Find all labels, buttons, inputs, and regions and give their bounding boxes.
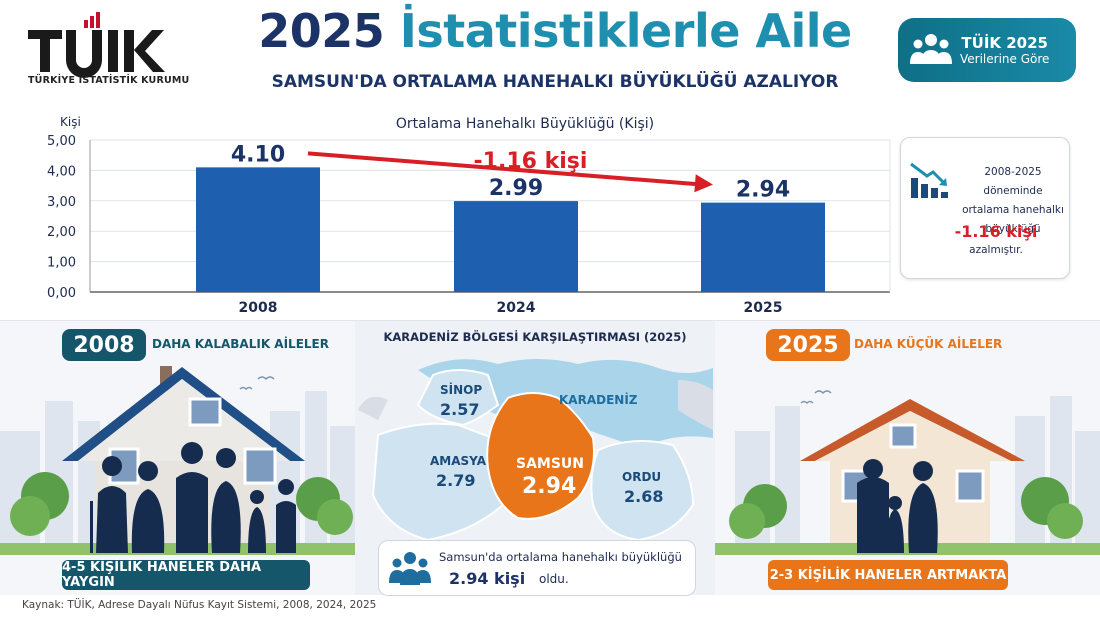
page-title: 2025 İstatistiklerle Aile xyxy=(230,4,880,58)
y-tick-label: 3,00 xyxy=(47,195,76,210)
label-samsun-value: 2.94 xyxy=(522,474,577,499)
caption-2008: DAHA KALABALIK AİLELER xyxy=(152,337,329,351)
house-2008-illustration xyxy=(0,366,355,555)
page-subtitle: SAMSUN'DA ORTALAMA HANEHALKI BÜYÜKLÜĞÜ A… xyxy=(271,72,839,92)
chart-title: Ortalama Hanehalkı Büyüklüğü (Kişi) xyxy=(395,116,655,132)
badge-line1: TÜİK 2025 xyxy=(961,34,1048,52)
data-label: 2.94 xyxy=(736,178,790,203)
x-tick-label: 2024 xyxy=(497,300,536,316)
label-samsun-name: SAMSUN xyxy=(516,456,585,472)
y-tick-label: 0,00 xyxy=(47,286,76,301)
info-line3: büyüklüğü xyxy=(985,223,1041,235)
source-note: Kaynak: TÜİK, Adrese Dayalı Nüfus Kayıt … xyxy=(22,599,377,611)
logo-caption: TÜRKİYE İSTATİSTİK KURUMU xyxy=(28,75,190,86)
region-map xyxy=(358,359,713,542)
info-line4: azalmıştır. xyxy=(969,244,1023,256)
y-tick-label: 5,00 xyxy=(47,134,76,149)
info-card: 2008-2025 döneminde ortalama hanehalkı b… xyxy=(900,137,1070,279)
trend-down-icon xyxy=(910,162,948,198)
label-amasya-name: AMASYA xyxy=(430,454,486,468)
region-ordu xyxy=(590,440,695,542)
caption-2025: DAHA KÜÇÜK AİLELER xyxy=(854,337,1003,351)
x-tick-label: 2025 xyxy=(744,300,783,316)
data-label: 4.10 xyxy=(231,142,285,167)
region-samsun xyxy=(486,392,595,520)
panel-2025 xyxy=(715,320,1100,595)
map-title: KARADENİZ BÖLGESİ KARŞILAŞTIRMASI (2025) xyxy=(383,330,687,344)
summary-text: Samsun'da ortalama hanehalkı büyüklüğü xyxy=(439,550,682,564)
label-ordu-value: 2.68 xyxy=(624,487,664,506)
info-text: 2008-2025 döneminde ortalama hanehalkı b… xyxy=(957,163,1069,239)
x-tick-label: 2008 xyxy=(239,300,278,316)
badge-line2: Verilerine Göre xyxy=(960,52,1050,66)
year-pill-2025: 2025 xyxy=(766,329,850,361)
y-axis-label: Kişi xyxy=(60,115,81,129)
info-line2: ortalama hanehalkı xyxy=(962,204,1064,216)
summary-box: Samsun'da ortalama hanehalkı büyüklüğü 2… xyxy=(378,540,696,596)
bar-chart: Kişi 0,00 1,00 2,00 3,00 4,00 5,00 4.10 2008 2.99… xyxy=(47,115,891,316)
y-tick-label: 4,00 xyxy=(47,164,76,179)
region-sinop xyxy=(416,369,500,427)
trend-annotation: -1.16 kişi xyxy=(474,149,588,174)
label-sinop-name: SİNOP xyxy=(440,383,483,397)
label-sinop-value: 2.57 xyxy=(440,400,480,419)
info-line1: 2008-2025 döneminde xyxy=(983,166,1043,197)
bar-2024 xyxy=(454,201,578,292)
source-badge: TÜİK 2025 Verilerine Göre xyxy=(898,18,1076,82)
label-sea: KARADENİZ xyxy=(559,393,638,407)
bar-2008 xyxy=(196,167,320,292)
data-label: 2.99 xyxy=(489,176,543,201)
banner-2008: 4-5 KİŞİLİK HANELER DAHA YAYGIN xyxy=(62,560,310,590)
house-2025-illustration xyxy=(715,390,1100,555)
y-tick-label: 1,00 xyxy=(47,256,76,271)
banner-2025: 2-3 KİŞİLİK HANELER ARTMAKTA xyxy=(768,560,1008,590)
title-year: 2025 xyxy=(258,4,400,58)
label-amasya-value: 2.79 xyxy=(436,471,476,490)
summary-value: 2.94 kişi xyxy=(449,569,526,588)
info-value: -1.16 kişi xyxy=(954,222,1038,241)
people-icon xyxy=(389,552,431,585)
label-ordu-name: ORDU xyxy=(622,470,662,484)
year-pill-2008: 2008 xyxy=(62,329,146,361)
tuik-logo xyxy=(28,12,165,78)
summary-suffix: oldu. xyxy=(539,572,569,586)
bar-2025 xyxy=(701,202,825,292)
y-tick-label: 2,00 xyxy=(47,225,76,240)
title-text: İstatistiklerle Aile xyxy=(399,4,852,58)
region-amasya xyxy=(371,422,510,542)
family-icon xyxy=(910,34,952,64)
panel-2008 xyxy=(0,320,355,595)
trend-arrow-head xyxy=(694,174,713,193)
trend-arrow xyxy=(307,151,704,187)
